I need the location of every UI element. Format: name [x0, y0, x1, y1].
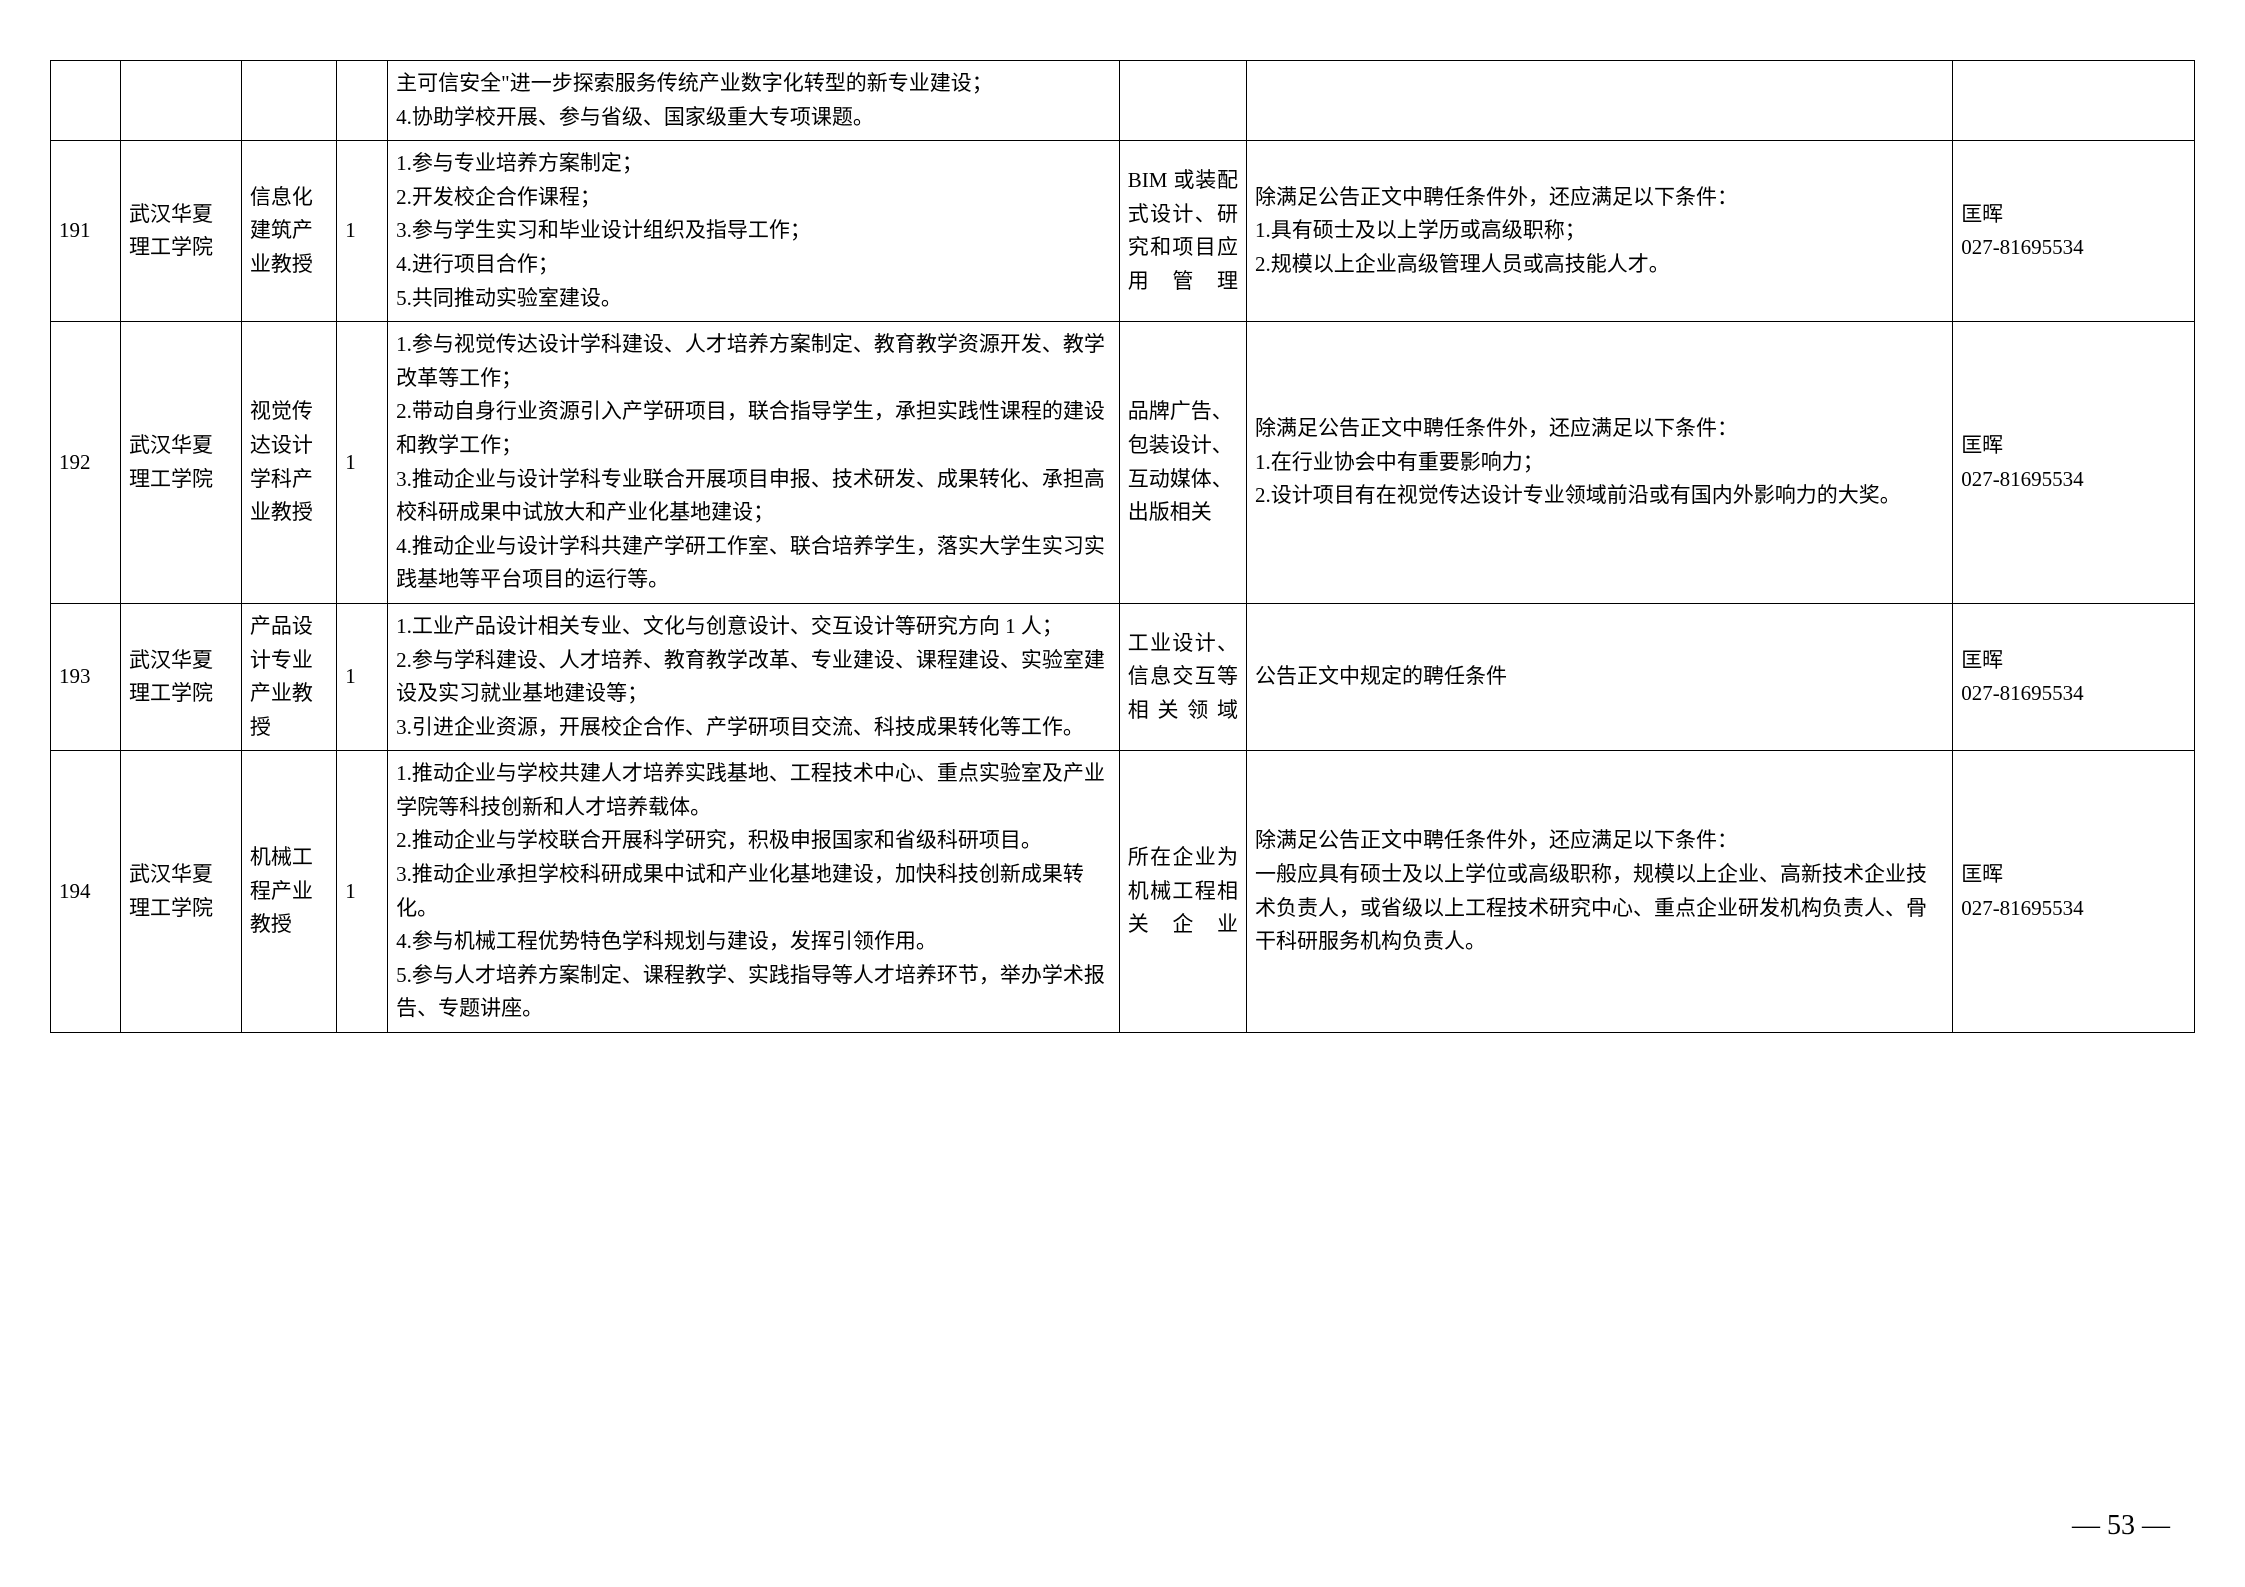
recruitment-table: 主可信安全"进一步探索服务传统产业数字化转型的新专业建设； 4.协助学校开展、参… — [50, 60, 2195, 1033]
cell-field: BIM 或装配式设计、研究和项目应用管理 — [1119, 141, 1246, 322]
cell-req: 除满足公告正文中聘任条件外，还应满足以下条件： 1.具有硕士及以上学历或高级职称… — [1247, 141, 1953, 322]
cell-num: 1 — [337, 603, 388, 750]
cell-field: 所在企业为机械工程相关企业 — [1119, 751, 1246, 1033]
cell-req: 除满足公告正文中聘任条件外，还应满足以下条件： 1.在行业协会中有重要影响力； … — [1247, 322, 1953, 604]
cell-school — [120, 61, 241, 141]
cell-title: 产品设计专业产业教授 — [241, 603, 336, 750]
cell-num: 1 — [337, 322, 388, 604]
table-row: 191 武汉华夏理工学院 信息化建筑产业教授 1 1.参与专业培养方案制定； 2… — [51, 141, 2195, 322]
page-number: — 53 — — [2072, 1510, 2170, 1542]
cell-title — [241, 61, 336, 141]
cell-field — [1119, 61, 1246, 141]
cell-school: 武汉华夏理工学院 — [120, 322, 241, 604]
table-row: 192 武汉华夏理工学院 视觉传达设计学科产业教授 1 1.参与视觉传达设计学科… — [51, 322, 2195, 604]
cell-school: 武汉华夏理工学院 — [120, 603, 241, 750]
cell-duties: 1.推动企业与学校共建人才培养实践基地、工程技术中心、重点实验室及产业学院等科技… — [388, 751, 1120, 1033]
cell-title: 信息化建筑产业教授 — [241, 141, 336, 322]
cell-req: 除满足公告正文中聘任条件外，还应满足以下条件： 一般应具有硕士及以上学位或高级职… — [1247, 751, 1953, 1033]
cell-req: 公告正文中规定的聘任条件 — [1247, 603, 1953, 750]
cell-num: 1 — [337, 751, 388, 1033]
cell-contact — [1953, 61, 2195, 141]
cell-contact: 匡晖 027-81695534 — [1953, 322, 2195, 604]
cell-field: 品牌广告、包装设计、互动媒体、出版相关 — [1119, 322, 1246, 604]
cell-idx: 194 — [51, 751, 121, 1033]
cell-num — [337, 61, 388, 141]
cell-contact: 匡晖 027-81695534 — [1953, 603, 2195, 750]
table-row: 主可信安全"进一步探索服务传统产业数字化转型的新专业建设； 4.协助学校开展、参… — [51, 61, 2195, 141]
cell-school: 武汉华夏理工学院 — [120, 751, 241, 1033]
cell-req — [1247, 61, 1953, 141]
cell-title: 视觉传达设计学科产业教授 — [241, 322, 336, 604]
cell-duties: 1.工业产品设计相关专业、文化与创意设计、交互设计等研究方向 1 人； 2.参与… — [388, 603, 1120, 750]
cell-num: 1 — [337, 141, 388, 322]
cell-duties: 1.参与专业培养方案制定； 2.开发校企合作课程； 3.参与学生实习和毕业设计组… — [388, 141, 1120, 322]
table-row: 194 武汉华夏理工学院 机械工程产业教授 1 1.推动企业与学校共建人才培养实… — [51, 751, 2195, 1033]
cell-idx: 192 — [51, 322, 121, 604]
cell-school: 武汉华夏理工学院 — [120, 141, 241, 322]
cell-field: 工业设计、信息交互等相关领域 — [1119, 603, 1246, 750]
cell-contact: 匡晖 027-81695534 — [1953, 751, 2195, 1033]
cell-duties: 1.参与视觉传达设计学科建设、人才培养方案制定、教育教学资源开发、教学改革等工作… — [388, 322, 1120, 604]
cell-contact: 匡晖 027-81695534 — [1953, 141, 2195, 322]
cell-idx — [51, 61, 121, 141]
cell-duties: 主可信安全"进一步探索服务传统产业数字化转型的新专业建设； 4.协助学校开展、参… — [388, 61, 1120, 141]
cell-title: 机械工程产业教授 — [241, 751, 336, 1033]
cell-idx: 191 — [51, 141, 121, 322]
table-row: 193 武汉华夏理工学院 产品设计专业产业教授 1 1.工业产品设计相关专业、文… — [51, 603, 2195, 750]
cell-idx: 193 — [51, 603, 121, 750]
table-body: 主可信安全"进一步探索服务传统产业数字化转型的新专业建设； 4.协助学校开展、参… — [51, 61, 2195, 1033]
